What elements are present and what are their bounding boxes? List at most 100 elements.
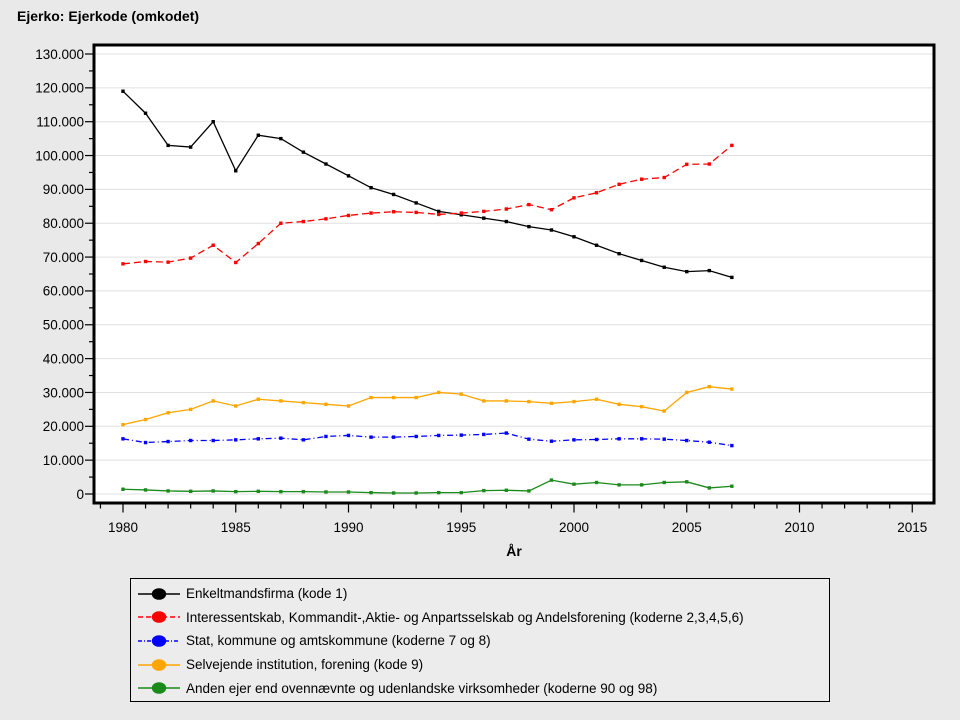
data-point bbox=[121, 487, 125, 491]
x-axis-title: År bbox=[506, 543, 522, 559]
data-point bbox=[707, 440, 711, 444]
legend-marker-icon bbox=[138, 658, 180, 671]
data-point bbox=[572, 196, 576, 200]
data-point bbox=[301, 489, 306, 494]
data-point bbox=[572, 438, 576, 442]
data-point bbox=[594, 243, 599, 247]
data-point bbox=[482, 216, 486, 220]
x-tick-label: 1990 bbox=[333, 520, 363, 535]
data-point bbox=[617, 251, 621, 256]
data-point bbox=[188, 407, 193, 412]
axis-ticks bbox=[85, 53, 913, 513]
data-point bbox=[504, 488, 509, 492]
data-point bbox=[279, 489, 283, 494]
data-point bbox=[662, 265, 666, 269]
series-line-0 bbox=[122, 90, 733, 279]
data-point bbox=[572, 399, 576, 404]
legend-item-0: Enkeltmandsfirma (kode 1) bbox=[131, 582, 829, 606]
data-point bbox=[594, 397, 599, 401]
data-point bbox=[707, 162, 711, 166]
data-point bbox=[346, 213, 351, 218]
x-tick-label: 2010 bbox=[784, 520, 814, 535]
y-tick-label: 40.000 bbox=[43, 351, 84, 366]
series-lines bbox=[121, 89, 734, 495]
legend-item-label: Enkeltmandsfirma (kode 1) bbox=[186, 586, 348, 602]
data-point bbox=[527, 399, 531, 404]
data-point bbox=[301, 219, 306, 224]
y-tick-label: 130.000 bbox=[35, 47, 84, 62]
data-point bbox=[234, 260, 238, 265]
data-point bbox=[369, 395, 373, 400]
data-point bbox=[143, 488, 148, 492]
data-point bbox=[527, 202, 531, 207]
legend-item-label: Anden ejer end ovennævnte og udenlandske… bbox=[186, 680, 658, 696]
data-point bbox=[301, 400, 306, 405]
data-point bbox=[279, 399, 283, 403]
data-point bbox=[685, 269, 689, 274]
data-point bbox=[437, 212, 441, 217]
data-point bbox=[391, 395, 396, 400]
y-tick-label: 30.000 bbox=[43, 385, 84, 400]
data-point bbox=[639, 437, 644, 441]
data-point bbox=[166, 439, 170, 444]
data-point bbox=[437, 209, 441, 214]
data-point bbox=[346, 490, 351, 494]
data-point bbox=[414, 201, 418, 205]
data-point bbox=[527, 489, 531, 493]
y-tick-label: 100.000 bbox=[35, 148, 84, 163]
x-tick-label: 2005 bbox=[672, 520, 702, 535]
data-point bbox=[617, 182, 621, 187]
data-point bbox=[121, 437, 125, 441]
data-point bbox=[279, 221, 283, 225]
data-point bbox=[369, 211, 373, 215]
data-point bbox=[188, 256, 193, 260]
data-point bbox=[594, 480, 599, 485]
data-point bbox=[504, 207, 509, 211]
data-point bbox=[143, 417, 148, 422]
data-point bbox=[414, 491, 418, 495]
data-point bbox=[459, 392, 463, 396]
y-tick-label: 60.000 bbox=[43, 284, 84, 299]
data-point bbox=[324, 490, 328, 494]
x-tick-label: 2015 bbox=[897, 520, 927, 535]
plot-frame-border bbox=[92, 43, 936, 505]
data-point bbox=[572, 482, 576, 486]
data-point bbox=[369, 435, 373, 439]
y-tick-label: 80.000 bbox=[43, 216, 84, 231]
legend-dot bbox=[151, 611, 167, 624]
data-point bbox=[166, 411, 170, 415]
data-point bbox=[730, 443, 734, 448]
data-point bbox=[549, 439, 554, 443]
data-point bbox=[188, 489, 193, 493]
series-line-2 bbox=[122, 432, 732, 447]
data-point bbox=[482, 432, 486, 437]
data-point bbox=[256, 437, 260, 441]
legend-marker-icon bbox=[138, 682, 180, 694]
data-point bbox=[707, 268, 711, 273]
data-point bbox=[685, 480, 689, 484]
x-tick-label: 1995 bbox=[446, 520, 476, 535]
data-point bbox=[346, 174, 351, 178]
data-point bbox=[707, 385, 711, 389]
data-point bbox=[143, 259, 148, 264]
data-point bbox=[166, 489, 170, 493]
data-point bbox=[391, 435, 396, 439]
data-point bbox=[256, 241, 260, 246]
data-point bbox=[617, 402, 621, 407]
data-point bbox=[324, 162, 328, 166]
legend-marker-icon bbox=[138, 635, 180, 647]
data-point bbox=[211, 489, 215, 493]
data-point bbox=[346, 433, 351, 438]
gridlines bbox=[95, 53, 933, 495]
legend-item-label: Stat, kommune og amtskommune (koderne 7 … bbox=[186, 633, 491, 649]
series-line-4 bbox=[122, 479, 732, 494]
plot-area bbox=[94, 45, 934, 503]
data-point bbox=[279, 136, 283, 141]
series-line-3 bbox=[122, 386, 732, 426]
data-point bbox=[504, 399, 509, 403]
data-point bbox=[414, 395, 418, 400]
data-point bbox=[256, 397, 260, 401]
data-point bbox=[482, 209, 486, 214]
data-point bbox=[459, 433, 463, 437]
data-point bbox=[234, 489, 238, 494]
